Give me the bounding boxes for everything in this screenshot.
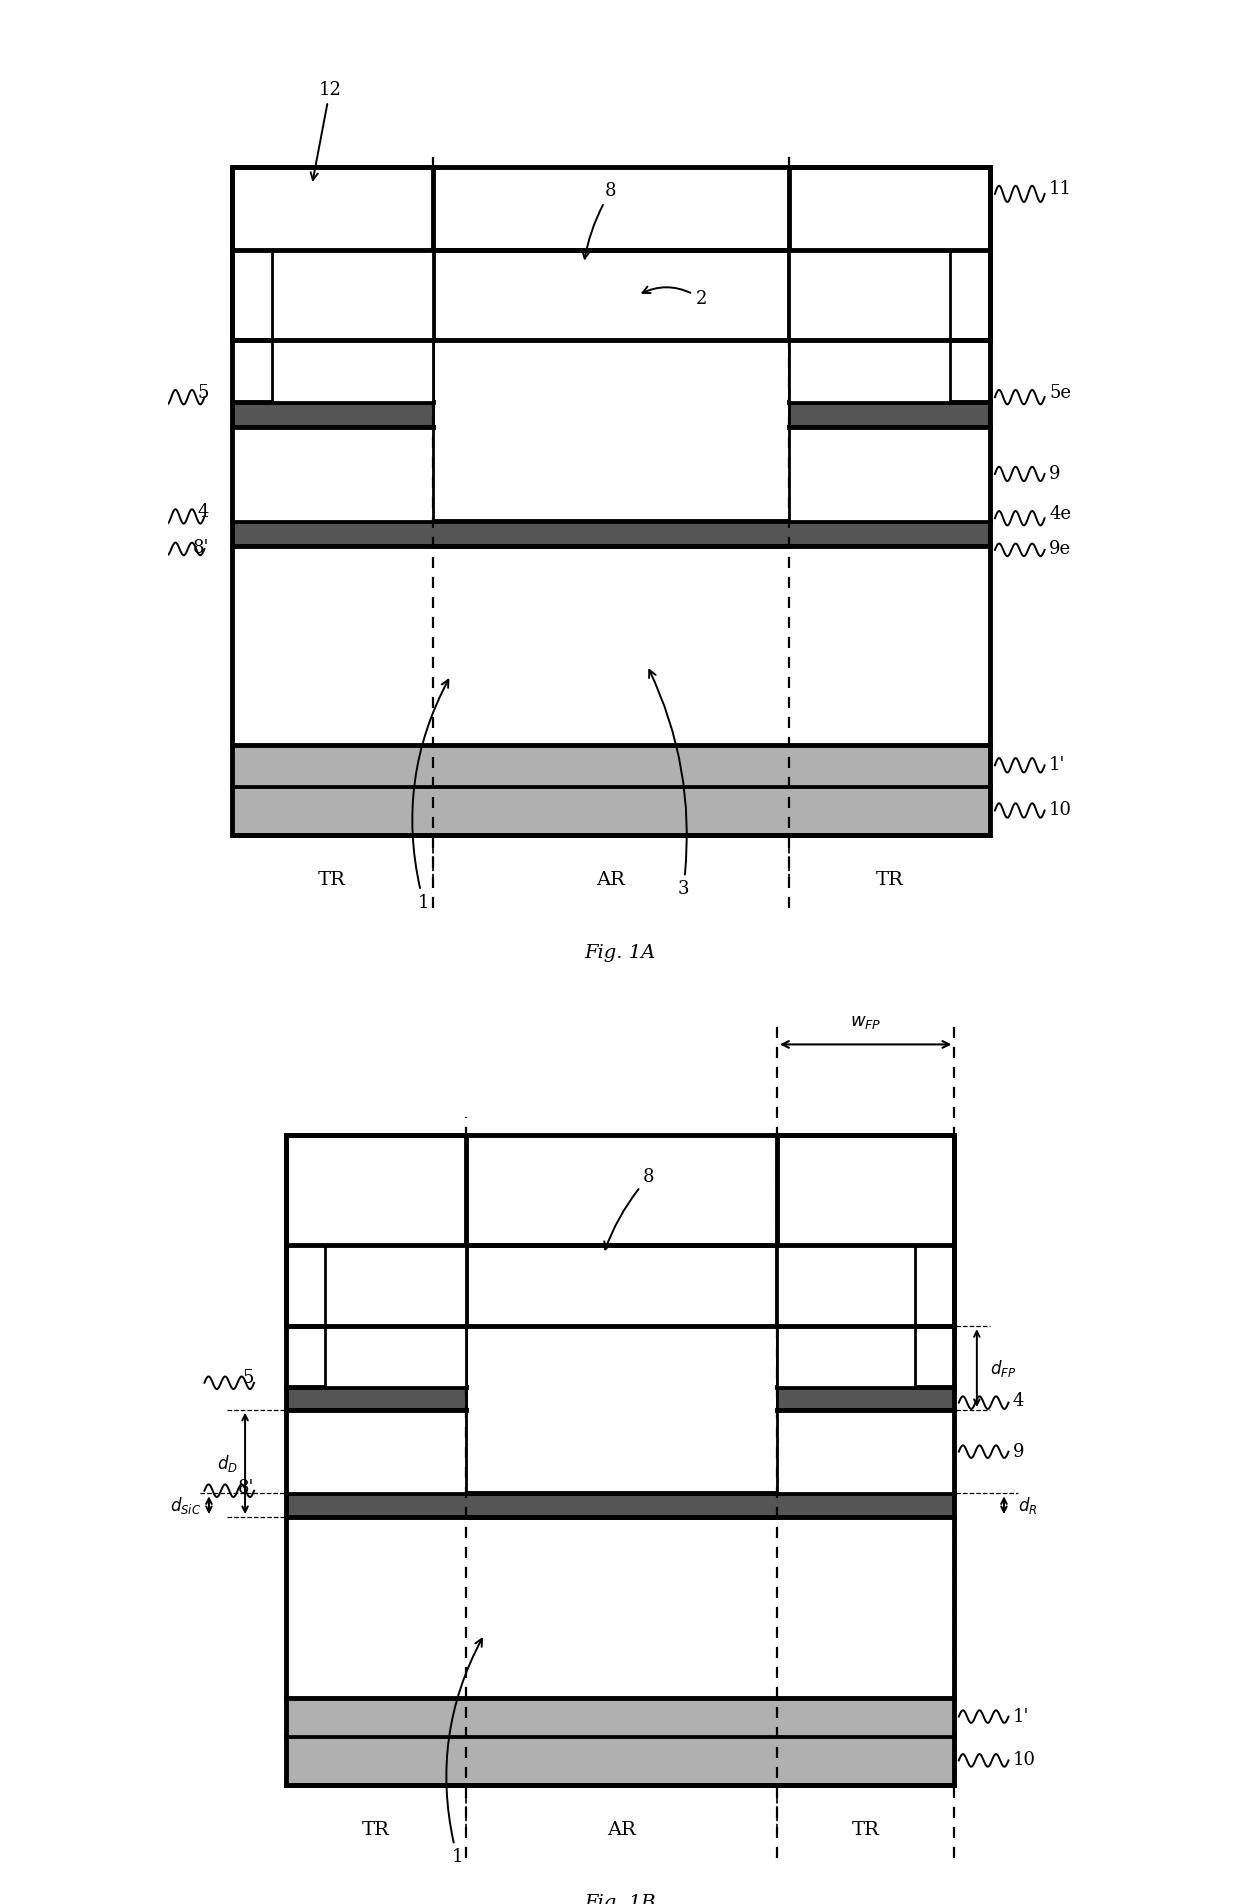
Text: 12: 12 <box>311 80 341 181</box>
Text: 4: 4 <box>1013 1392 1024 1409</box>
Bar <box>285 1388 466 1409</box>
Text: TR: TR <box>852 1822 879 1839</box>
Text: 5: 5 <box>243 1369 254 1388</box>
Bar <box>285 1517 955 1698</box>
Bar <box>232 744 991 786</box>
Bar <box>285 1135 466 1327</box>
Text: 8': 8' <box>238 1479 254 1497</box>
Text: 4: 4 <box>197 503 208 522</box>
Text: TR: TR <box>362 1822 389 1839</box>
Text: 5: 5 <box>197 383 208 402</box>
Bar <box>272 249 433 402</box>
Bar <box>777 1327 955 1493</box>
Text: 1': 1' <box>1049 756 1065 775</box>
Text: 3: 3 <box>649 670 689 899</box>
Bar <box>232 522 991 546</box>
Bar <box>790 168 991 341</box>
Bar <box>790 249 950 402</box>
Text: 9: 9 <box>1013 1443 1024 1460</box>
Text: 10: 10 <box>1049 802 1073 819</box>
Text: 9e: 9e <box>1049 541 1071 558</box>
Text: 10: 10 <box>1013 1752 1035 1769</box>
Bar <box>790 402 991 426</box>
Text: $d_{SiC}$: $d_{SiC}$ <box>170 1495 202 1516</box>
Text: 2: 2 <box>642 288 707 308</box>
Text: 1: 1 <box>446 1639 482 1866</box>
Text: 4e: 4e <box>1049 505 1071 524</box>
Text: $d_R$: $d_R$ <box>1018 1495 1037 1516</box>
Bar <box>777 1245 915 1388</box>
Bar <box>232 402 433 426</box>
Bar <box>232 168 991 836</box>
Bar <box>232 546 991 744</box>
Text: $d_D$: $d_D$ <box>217 1453 238 1474</box>
Bar <box>285 1327 466 1493</box>
Bar <box>433 249 790 341</box>
Bar <box>777 1135 955 1327</box>
Bar <box>232 168 433 341</box>
Bar <box>285 1698 955 1736</box>
Bar <box>232 786 991 836</box>
Text: 1': 1' <box>1013 1708 1029 1725</box>
Text: 11: 11 <box>1049 181 1073 198</box>
Bar <box>790 341 991 522</box>
Text: TR: TR <box>875 872 904 889</box>
Bar <box>285 1736 955 1786</box>
Text: 8: 8 <box>583 181 616 259</box>
Text: 8': 8' <box>192 539 208 558</box>
Text: AR: AR <box>596 872 625 889</box>
Text: Fig. 1B: Fig. 1B <box>584 1894 656 1904</box>
Text: 8: 8 <box>604 1167 655 1249</box>
Text: AR: AR <box>608 1822 636 1839</box>
Text: $d_{FP}$: $d_{FP}$ <box>991 1358 1017 1378</box>
Text: 1: 1 <box>413 680 449 912</box>
Text: 5e: 5e <box>1049 383 1071 402</box>
Bar <box>466 1245 777 1327</box>
Text: Fig. 1A: Fig. 1A <box>584 944 656 962</box>
Bar <box>325 1245 466 1388</box>
Bar <box>232 341 433 522</box>
Text: TR: TR <box>319 872 346 889</box>
Text: $w_{FP}$: $w_{FP}$ <box>849 1013 882 1030</box>
Bar <box>285 1493 955 1517</box>
Bar <box>777 1388 955 1409</box>
Bar <box>285 1135 955 1786</box>
Text: 9: 9 <box>1049 465 1060 484</box>
